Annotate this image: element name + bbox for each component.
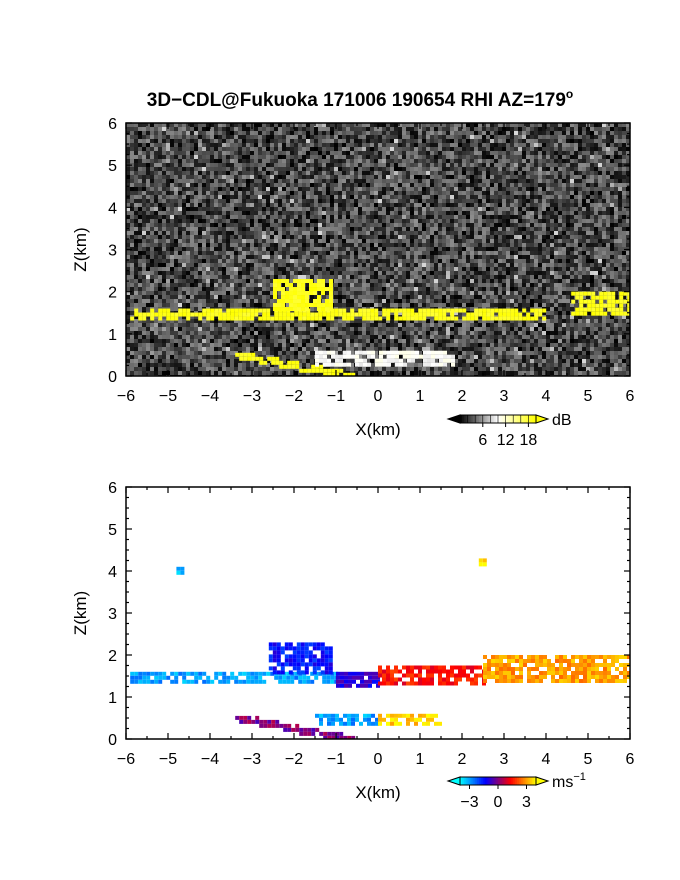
x-tick-label: 3 (500, 388, 509, 405)
echo-low-trail (235, 352, 356, 376)
y-tick-label: 2 (108, 285, 117, 302)
echo-echoes-near-x-2 (268, 642, 333, 675)
echo-main-layer-far-east (483, 655, 630, 683)
x-tick-label: 0 (374, 751, 383, 768)
echo-near-surface-east (378, 713, 442, 726)
x-tick-label: 1 (416, 751, 425, 768)
plot-area (126, 487, 630, 739)
ticks (125, 486, 631, 740)
y-tick-label: 3 (108, 243, 117, 260)
x-tick-label: −5 (159, 388, 177, 405)
x-tick-label: −5 (159, 751, 177, 768)
colorbar-tick-label: 12 (497, 432, 515, 449)
y-tick-label: 6 (108, 480, 117, 497)
x-tick-label: 5 (584, 751, 593, 768)
y-tick-label: 4 (108, 564, 117, 581)
colorbar-tick-label: 0 (494, 794, 503, 811)
colorbar: −3 0 3 ms−1 (446, 771, 586, 811)
colorbar-unit: dB (552, 412, 572, 429)
x-tick-label: −3 (243, 751, 261, 768)
echo-near-surface-west (315, 713, 379, 726)
x-tick-label: 6 (626, 751, 635, 768)
panel-velocity: −6 −5 −4 −3 −2 −1 0 1 2 3 4 5 6 0 1 2 3 4 5 6 X(km) Z(km) −3 0 3… (71, 480, 635, 811)
x-tick-label: −2 (285, 751, 303, 768)
x-tick-label: 4 (542, 388, 551, 405)
echo-echoes-near-x-2 (273, 279, 333, 312)
colorbar-unit: ms−1 (552, 771, 586, 791)
y-tick-label: 2 (108, 648, 117, 665)
y-tick-label: 5 (108, 158, 117, 175)
colorbar: 6 12 18 dB (446, 412, 572, 449)
x-tick-label: 3 (500, 751, 509, 768)
colorbar-tick-label: 3 (522, 794, 531, 811)
y-tick-label: 0 (108, 369, 117, 386)
x-tick-label: 2 (458, 388, 467, 405)
echo-main-layer-west (130, 671, 339, 684)
x-tick-label: −2 (285, 388, 303, 405)
x-tick-label: −6 (117, 751, 135, 768)
x-tick-label: 1 (416, 388, 425, 405)
colorbar-tick-label: −3 (460, 794, 478, 811)
y-axis-title: Z(km) (71, 227, 90, 271)
figure-title: 3D−CDL@Fukuoka 171006 190654 RHI AZ=179o (147, 87, 574, 111)
x-tick-label: −6 (117, 388, 135, 405)
y-tick-label: 6 (108, 116, 117, 133)
echo-main-layer-east (378, 665, 486, 686)
y-tick-label: 5 (108, 522, 117, 539)
colorbar-tick-label: 18 (520, 432, 538, 449)
x-tick-label: 0 (374, 388, 383, 405)
x-tick-label: −4 (201, 751, 219, 768)
echo-right-layer (571, 291, 630, 316)
echo-isolated-echo (176, 566, 185, 575)
y-tick-label: 4 (108, 200, 117, 217)
echo-isolated-echo-east (478, 558, 487, 567)
colorbar-tick-label: 6 (478, 432, 487, 449)
x-tick-label: 6 (626, 388, 635, 405)
y-axis-title: Z(km) (71, 591, 90, 635)
x-tick-label: 4 (542, 751, 551, 768)
x-tick-label: −3 (243, 388, 261, 405)
x-tick-label: −1 (327, 388, 345, 405)
plot-background (126, 487, 630, 739)
x-tick-label: 5 (584, 388, 593, 405)
x-axis-title: X(km) (355, 783, 400, 802)
x-tick-label: 2 (458, 751, 467, 768)
x-tick-label: −4 (201, 388, 219, 405)
echo-faint-band (315, 350, 455, 367)
y-tick-label: 1 (108, 690, 117, 707)
echo-low-trail (235, 715, 356, 739)
y-tick-label: 0 (108, 732, 117, 749)
x-tick-label: −1 (327, 751, 345, 768)
ticks (125, 122, 631, 377)
y-tick-label: 1 (108, 327, 117, 344)
echo-main-layer-centre (336, 671, 380, 688)
noise-background (126, 123, 630, 376)
y-tick-label: 3 (108, 606, 117, 623)
echo-main-layer (130, 308, 547, 321)
x-axis-title: X(km) (355, 420, 400, 439)
plot-area (126, 123, 630, 376)
